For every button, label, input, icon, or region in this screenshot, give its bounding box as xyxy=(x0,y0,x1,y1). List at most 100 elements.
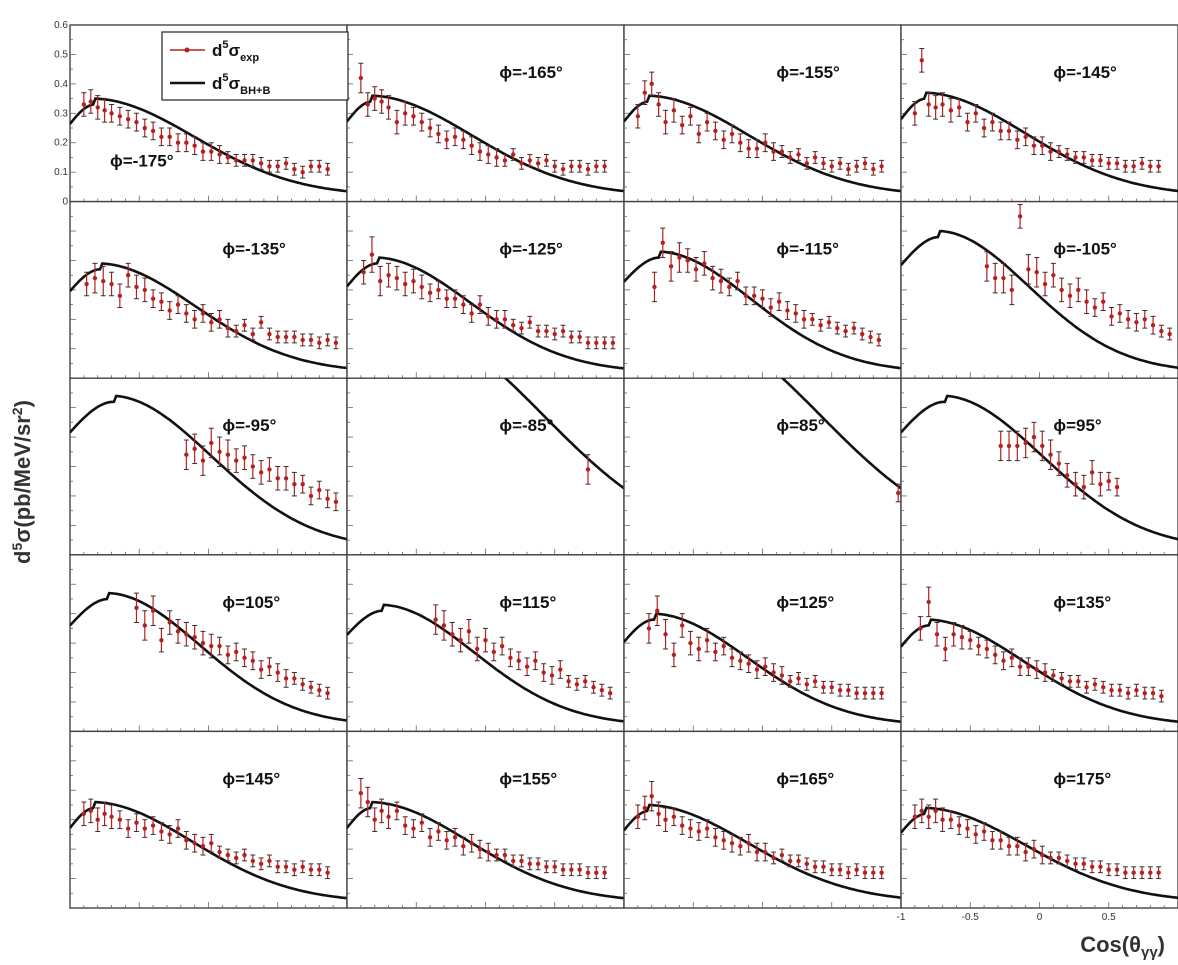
panel-frame xyxy=(623,377,902,556)
data-point xyxy=(142,610,148,641)
data-point xyxy=(754,660,760,679)
phi-label: ϕ=-135° xyxy=(222,240,286,259)
data-point xyxy=(394,265,400,291)
data-point xyxy=(81,801,87,827)
data-point xyxy=(851,321,857,335)
data-point xyxy=(1139,156,1145,170)
data-point xyxy=(250,454,256,479)
data-point xyxy=(942,636,948,662)
model-curve xyxy=(901,394,1178,541)
data-point xyxy=(250,854,256,868)
data-point xyxy=(560,863,566,877)
data-point xyxy=(649,780,655,812)
data-point xyxy=(95,807,101,832)
data-point xyxy=(646,613,652,644)
data-point xyxy=(109,103,115,123)
data-point xyxy=(671,807,677,827)
data-point xyxy=(919,48,925,73)
data-point xyxy=(663,807,669,832)
data-point xyxy=(1014,130,1020,150)
data-point xyxy=(1084,680,1090,694)
data-point xyxy=(1006,836,1012,856)
data-point xyxy=(200,142,206,161)
data-point xyxy=(926,804,932,830)
data-point xyxy=(1064,148,1070,161)
data-point xyxy=(358,777,364,809)
data-point xyxy=(175,295,181,314)
data-point xyxy=(458,627,464,653)
data-point xyxy=(200,445,206,476)
data-point xyxy=(361,259,367,285)
data-point xyxy=(308,863,314,877)
phi-label: ϕ=175° xyxy=(1053,769,1111,788)
data-point xyxy=(250,327,256,341)
data-point xyxy=(585,866,591,880)
data-point xyxy=(258,857,264,871)
data-point xyxy=(912,804,918,830)
panel-frame xyxy=(69,200,348,379)
data-point xyxy=(737,651,743,671)
data-point xyxy=(951,621,957,647)
data-point xyxy=(607,686,613,700)
data-point xyxy=(109,271,115,297)
data-point xyxy=(1097,471,1103,497)
data-point xyxy=(300,474,306,494)
data-point xyxy=(1031,839,1037,859)
data-point xyxy=(843,324,849,338)
data-point xyxy=(275,159,281,173)
data-point xyxy=(275,330,281,344)
data-point xyxy=(933,798,939,824)
data-point xyxy=(796,854,802,868)
data-point xyxy=(208,427,214,459)
data-point xyxy=(402,271,408,297)
data-point xyxy=(117,810,123,830)
data-point xyxy=(275,860,281,874)
data-point xyxy=(217,436,223,467)
data-point xyxy=(787,151,793,164)
data-point xyxy=(1056,145,1062,158)
data-point xyxy=(183,621,189,647)
y-tick-label: 0.5 xyxy=(54,49,68,60)
data-point xyxy=(981,822,987,841)
data-point xyxy=(859,327,865,341)
data-point xyxy=(737,133,743,153)
data-point xyxy=(1039,845,1045,865)
data-point xyxy=(266,854,272,868)
data-point xyxy=(460,836,466,856)
phi-label: ϕ=85° xyxy=(776,416,825,435)
panel-16: ϕ=135° xyxy=(900,554,1178,733)
data-point xyxy=(829,159,835,173)
data-point xyxy=(585,336,591,350)
phi-label: ϕ=125° xyxy=(776,593,834,612)
data-point xyxy=(535,156,541,170)
model-curve xyxy=(624,803,901,899)
data-point xyxy=(535,857,541,871)
phi-label: ϕ=-175° xyxy=(110,151,174,170)
data-point xyxy=(109,804,115,830)
data-point xyxy=(200,836,206,856)
data-point xyxy=(133,112,139,132)
data-point xyxy=(266,457,272,482)
data-point xyxy=(1142,310,1148,329)
data-point xyxy=(1056,451,1062,476)
data-point xyxy=(919,798,925,824)
data-point xyxy=(804,857,810,871)
data-point xyxy=(585,454,591,485)
phi-label: ϕ=-155° xyxy=(776,63,840,82)
model-curve xyxy=(901,806,1178,900)
data-point xyxy=(208,312,214,332)
x-tick-label: -0.5 xyxy=(962,912,980,923)
x-axis-label: Cos(θγγ) xyxy=(1080,932,1165,961)
panel-18: ϕ=155° xyxy=(346,730,625,909)
data-point xyxy=(642,80,648,105)
data-point xyxy=(876,333,882,347)
data-point xyxy=(940,92,946,117)
data-point xyxy=(444,289,450,309)
data-point xyxy=(449,621,455,647)
data-point xyxy=(1100,680,1106,694)
data-point xyxy=(796,148,802,161)
data-point xyxy=(718,268,724,294)
data-point xyxy=(1000,262,1006,294)
data-point xyxy=(308,333,314,347)
data-point xyxy=(325,686,331,700)
